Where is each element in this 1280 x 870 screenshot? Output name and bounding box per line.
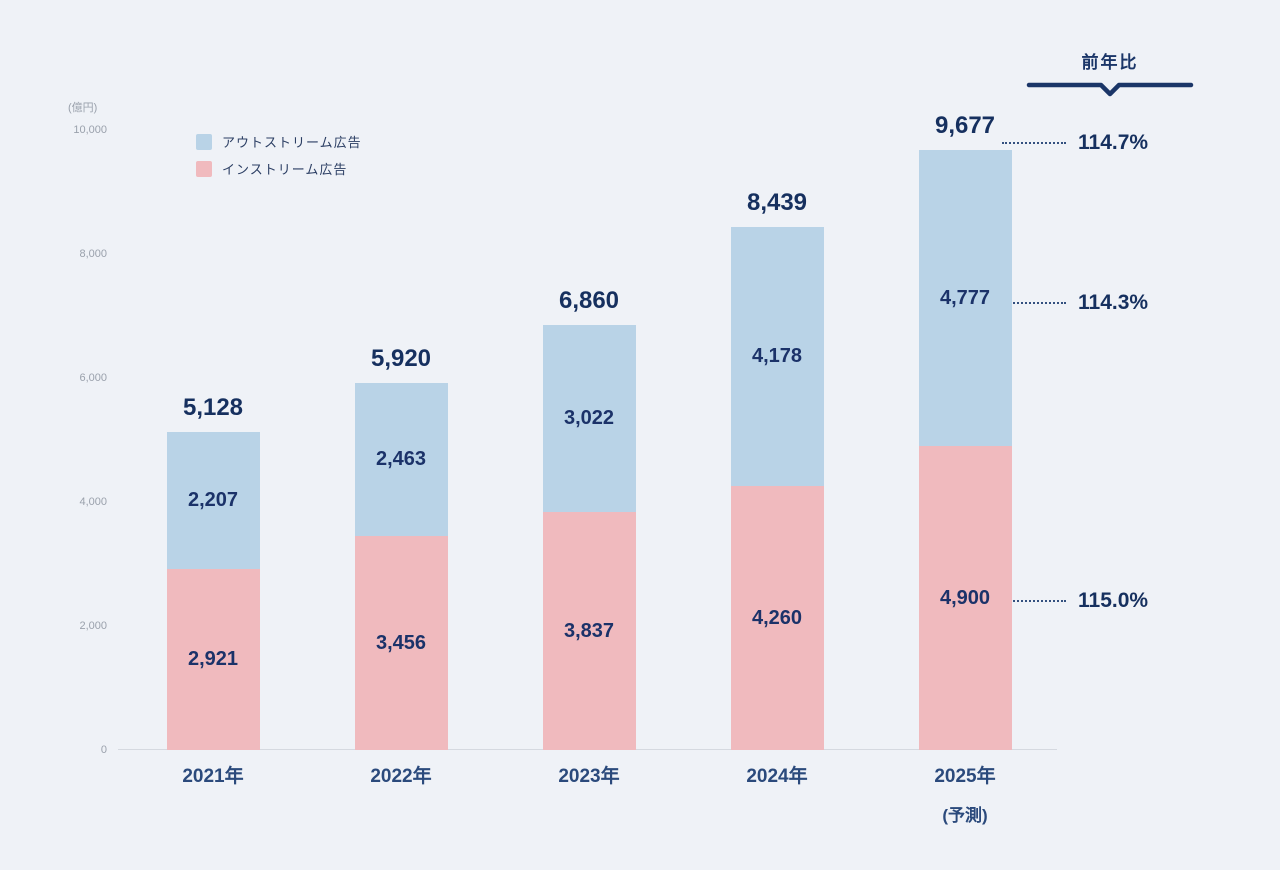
category-label: 2023年 <box>558 766 620 787</box>
category-label: 2021年 <box>182 766 244 787</box>
outstream-value-label: 4,178 <box>751 345 803 368</box>
category-note-label: (予測) <box>942 806 988 825</box>
outstream-value-label: 3,022 <box>563 407 615 430</box>
instream-value-label: 4,900 <box>939 587 991 610</box>
yoy-bracket-line <box>1026 82 1194 97</box>
category-label: 2025年 <box>934 766 996 787</box>
bar-segment-outstream <box>730 226 824 486</box>
total-value-label: 8,439 <box>746 188 808 216</box>
y-axis-tick-label: 8,000 <box>79 248 107 260</box>
bar-segment-instream <box>542 512 636 750</box>
category-label: 2024年 <box>746 766 808 787</box>
bar-segment-outstream <box>354 383 448 536</box>
total-value-label: 5,920 <box>370 345 432 373</box>
bar-segment-instream <box>166 568 260 750</box>
category-label: 2022年 <box>370 766 432 787</box>
dotted-leader-line <box>1002 142 1066 144</box>
outstream-value-label: 2,207 <box>187 489 239 512</box>
y-axis-tick-label: 0 <box>100 744 107 756</box>
total-value-label: 9,677 <box>934 112 996 140</box>
yoy-row-total: 114.7% <box>1002 129 1148 157</box>
bar-segment-instream <box>730 485 824 750</box>
legend-label-outstream: アウトストリーム広告 <box>222 135 362 150</box>
y-axis-tick-label: 10,000 <box>73 124 107 136</box>
instream-value-label: 3,456 <box>375 631 427 654</box>
bar-segment-outstream <box>542 324 636 513</box>
yoy-row-outstream: 114.3% <box>1002 289 1148 317</box>
bar-segment-instream <box>918 446 1012 750</box>
yoy-header-label: 前年比 <box>1081 53 1139 72</box>
instream-value-label: 4,260 <box>751 606 803 629</box>
legend-item-outstream: アウトストリーム広告 <box>196 128 362 155</box>
bar-segment-outstream <box>918 150 1012 447</box>
yoy-row-instream: 115.0% <box>1002 587 1148 615</box>
y-axis-tick-label: 2,000 <box>79 620 107 632</box>
outstream-value-label: 4,777 <box>939 287 991 310</box>
yoy-value-outstream: 114.3% <box>1078 291 1149 314</box>
dotted-leader-line <box>1002 600 1066 602</box>
bar-segment-outstream <box>166 432 260 569</box>
dotted-leader-line <box>1002 302 1066 304</box>
chart-legend: アウトストリーム広告 インストリーム広告 <box>196 128 362 182</box>
outstream-value-label: 2,463 <box>375 448 427 471</box>
y-axis-unit-label: (億円) <box>68 102 98 114</box>
y-axis-tick-label: 6,000 <box>79 372 107 384</box>
total-value-label: 5,128 <box>182 394 244 422</box>
total-value-label: 6,860 <box>558 286 620 314</box>
instream-color-swatch <box>196 160 212 177</box>
legend-label-instream: インストリーム広告 <box>222 162 348 177</box>
yoy-value-instream: 115.0% <box>1078 589 1149 612</box>
instream-value-label: 2,921 <box>187 648 239 671</box>
bar-segment-instream <box>354 535 448 750</box>
instream-value-label: 3,837 <box>563 620 615 643</box>
yoy-value-total: 114.7% <box>1078 131 1149 154</box>
outstream-color-swatch <box>196 133 212 150</box>
legend-item-instream: インストリーム広告 <box>196 155 362 182</box>
y-axis-tick-label: 4,000 <box>79 496 107 508</box>
